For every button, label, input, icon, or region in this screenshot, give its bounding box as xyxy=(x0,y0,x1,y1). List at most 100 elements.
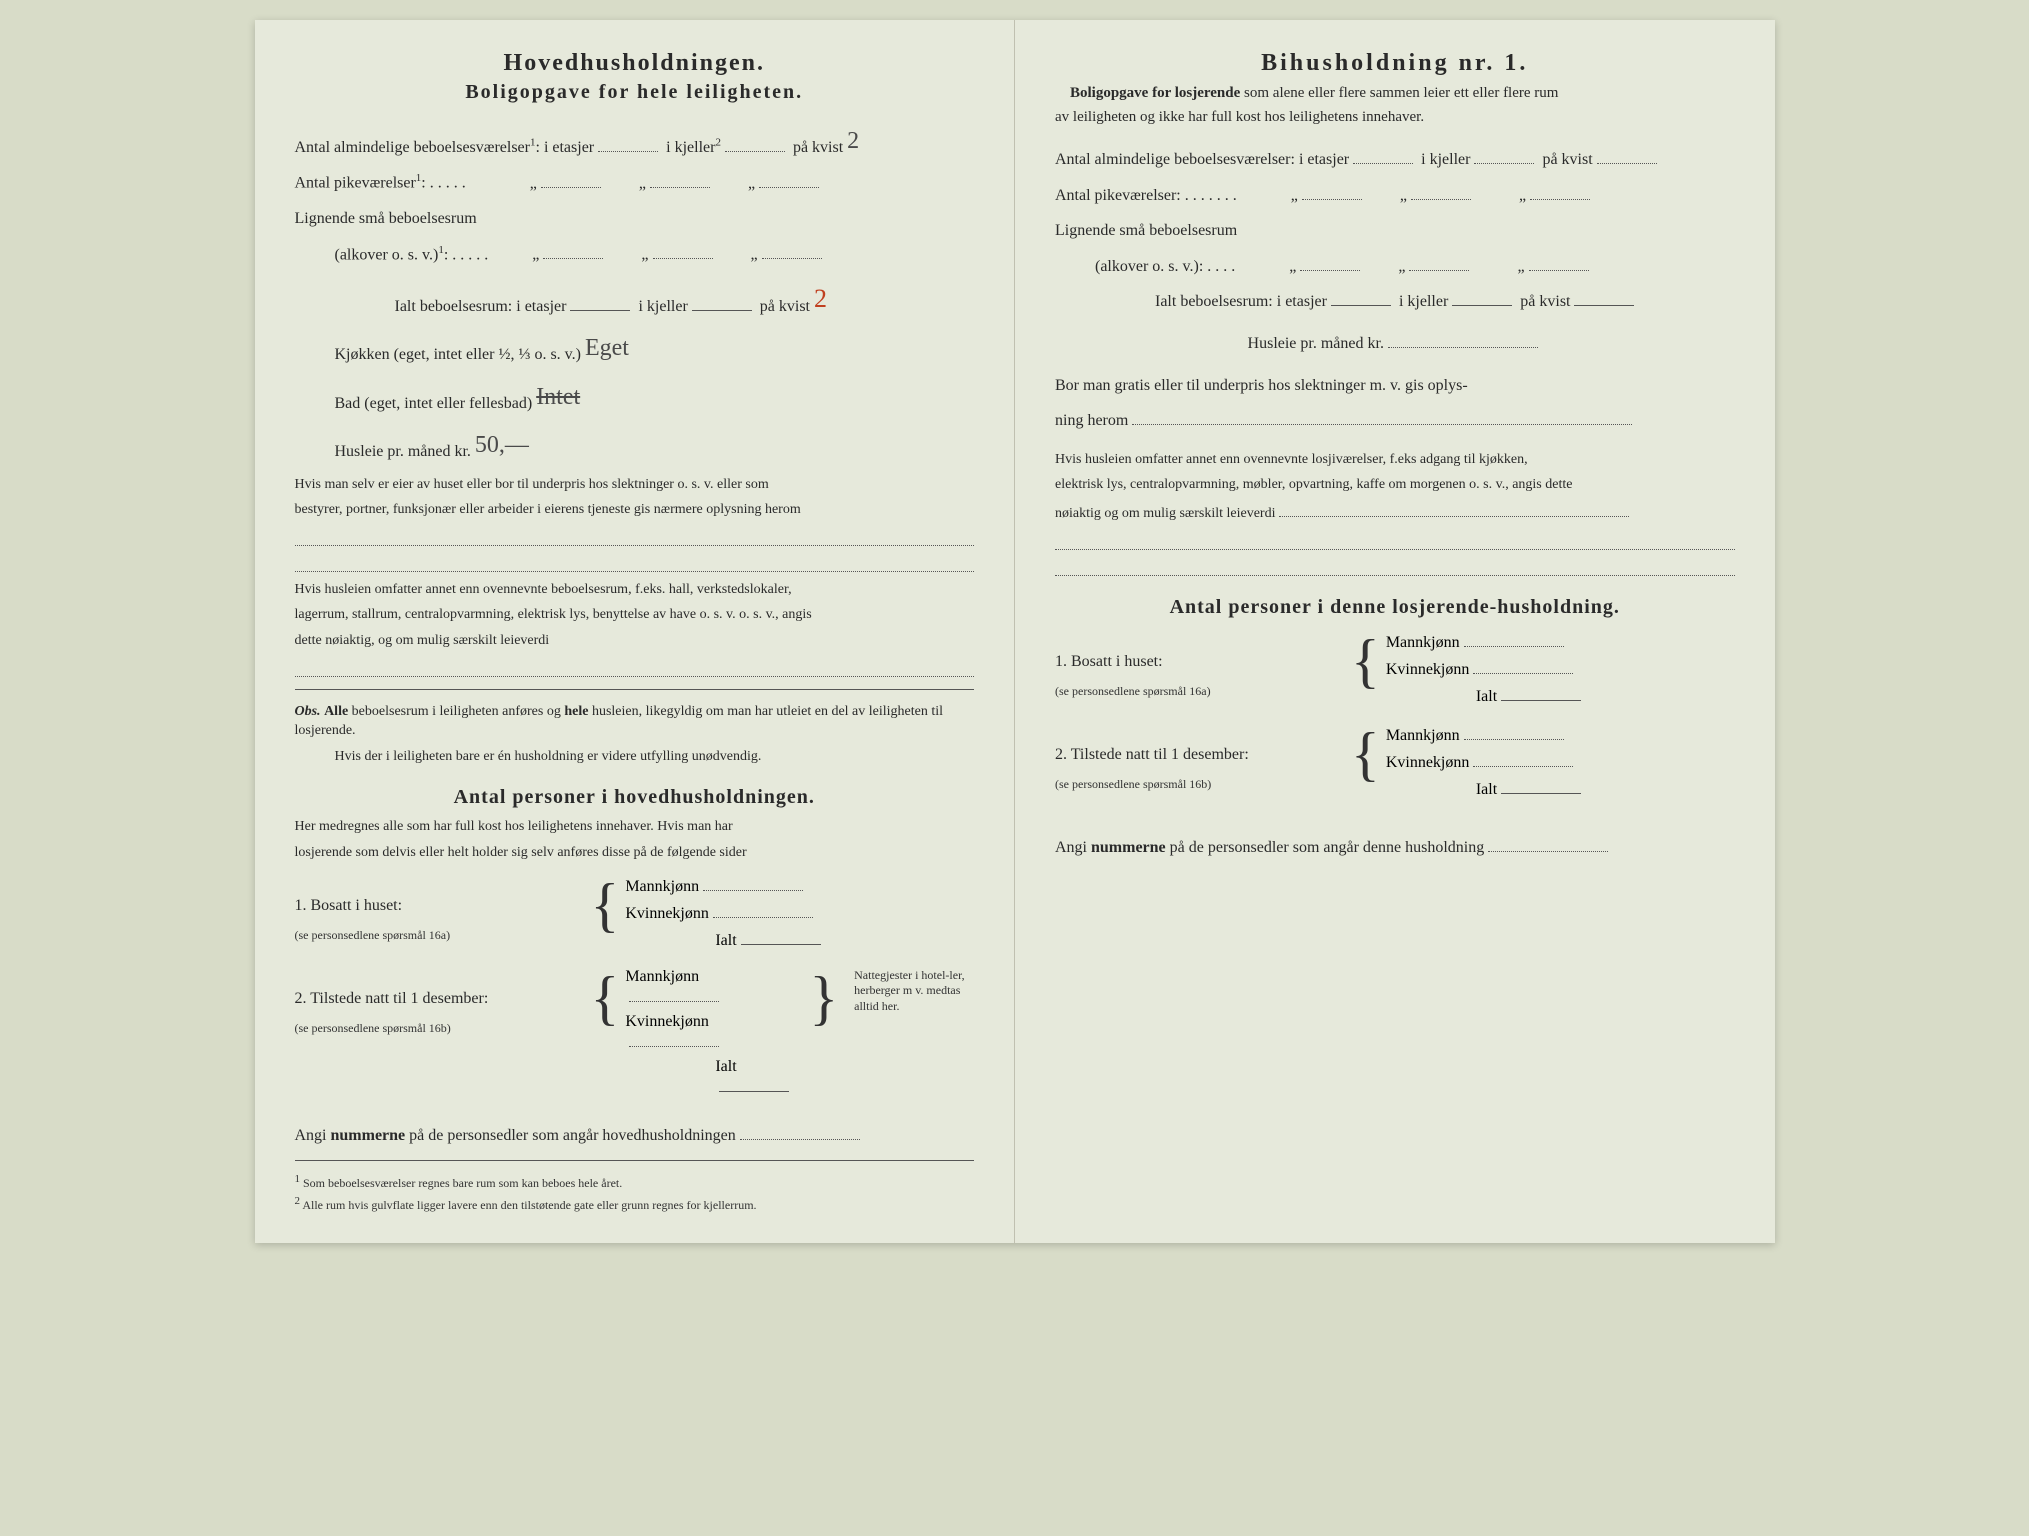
blank xyxy=(1388,332,1538,348)
fn2-text: Alle rum hvis gulvflate ligger lavere en… xyxy=(302,1198,756,1212)
blank xyxy=(598,136,658,152)
r-mann2: Mannkjønn xyxy=(1386,727,1460,744)
r-bor-b: ning herom xyxy=(1055,412,1128,429)
q1-row: 1. Bosatt i huset: (se personsedlene spø… xyxy=(295,875,975,956)
r-q2-row: 2. Tilstede natt til 1 desember: (se per… xyxy=(1055,724,1735,805)
left-subtitle: Boligopgave for hele leiligheten. xyxy=(295,81,975,104)
r-ialt-label: Ialt beboelsesrum: xyxy=(1155,293,1273,310)
nummerne: nummerne xyxy=(331,1127,406,1144)
blank xyxy=(1501,778,1581,794)
r-alkover-label: (alkover o. s. v.): xyxy=(1095,258,1203,275)
blank xyxy=(1331,290,1391,306)
r-angi: Angi xyxy=(1055,839,1087,856)
blank xyxy=(629,1031,719,1047)
persons-intro-b: losjerende som delvis eller helt holder … xyxy=(295,843,975,863)
kjokken-line: Kjøkken (eget, intet eller ½, ⅓ o. s. v.… xyxy=(295,329,975,367)
q1-label: 1. Bosatt i huset: xyxy=(295,893,585,919)
fn2: 2 Alle rum hvis gulvflate ligger lavere … xyxy=(295,1195,975,1213)
r-kjeller: i kjeller xyxy=(1421,151,1470,168)
q2-row: 2. Tilstede natt til 1 desember: (se per… xyxy=(295,968,975,1103)
note2c: dette nøiaktig, og om mulig særskilt lei… xyxy=(295,631,975,651)
r-kjeller2: i kjeller xyxy=(1399,293,1448,310)
lignende-line: Lignende små beboelsesrum xyxy=(295,206,975,232)
r-note-a: Hvis husleien omfatter annet enn ovennev… xyxy=(1055,450,1735,470)
blank xyxy=(1501,685,1581,701)
r-ialt-line: Ialt beboelsesrum: i etasjer i kjeller p… xyxy=(1055,289,1735,315)
persons-title: Antal personer i hovedhusholdningen. xyxy=(295,786,975,809)
brace-icon: } xyxy=(803,968,844,1103)
q2-label: 2. Tilstede natt til 1 desember: xyxy=(295,986,585,1012)
etasjer2: i etasjer xyxy=(516,298,566,315)
r-pike-line: Antal pikeværelser: . . . . . . . „ „ „ xyxy=(1055,183,1735,209)
alkover-line: (alkover o. s. v.)1: . . . . . „ „ „ xyxy=(295,242,975,268)
divider xyxy=(295,1160,975,1161)
ialt-kvist-value: 2 xyxy=(814,278,827,320)
r-husleie-line: Husleie pr. måned kr. xyxy=(1055,331,1735,357)
rooms-line: Antal almindelige beboelsesværelser1: i … xyxy=(295,122,975,160)
kvinne2: Kvinnekjønn xyxy=(625,1013,709,1030)
persons-intro-a: Her medregnes alle som har full kost hos… xyxy=(295,817,975,837)
r-note-b: elektrisk lys, centralopvarmning, møbler… xyxy=(1055,475,1735,495)
etasjer: i etasjer xyxy=(544,139,594,156)
blank xyxy=(1464,724,1564,740)
blank xyxy=(762,243,822,259)
blank xyxy=(725,136,785,152)
blank xyxy=(541,172,601,188)
alkover-label: (alkover o. s. v.) xyxy=(335,246,439,263)
husleie-line: Husleie pr. måned kr. 50,— xyxy=(295,426,975,464)
blank-line xyxy=(295,659,975,677)
blank xyxy=(629,986,719,1002)
r-alkover-line: (alkover o. s. v.): . . . . „ „ „ xyxy=(1055,254,1735,280)
sup1b: 1 xyxy=(416,172,422,184)
r-angi-rest: på de personsedler som angår denne husho… xyxy=(1170,839,1485,856)
r-q2-label: 2. Tilstede natt til 1 desember: xyxy=(1055,742,1345,768)
r-bor-a: Bor man gratis eller til underpris hos s… xyxy=(1055,373,1735,399)
intro-bold: Boligopgave for losjerende xyxy=(1070,85,1240,101)
blank-line xyxy=(295,528,975,546)
blank xyxy=(1574,290,1634,306)
angi: Angi xyxy=(295,1127,327,1144)
r-husleie-label: Husleie pr. måned kr. xyxy=(1248,335,1384,352)
r-nummerne: nummerne xyxy=(1091,839,1166,856)
bad-label: Bad (eget, intet eller fellesbad) xyxy=(335,395,533,412)
blank xyxy=(1411,184,1471,200)
r-rooms-line: Antal almindelige beboelsesværelser: i e… xyxy=(1055,147,1735,173)
pike-label: Antal pikeværelser xyxy=(295,175,416,192)
r-ialt1: Ialt xyxy=(1476,688,1497,705)
blank xyxy=(1488,836,1608,852)
blank xyxy=(653,243,713,259)
blank xyxy=(740,1124,860,1140)
r-q1-label: 1. Bosatt i huset: xyxy=(1055,649,1345,675)
kjeller: i kjeller xyxy=(666,139,715,156)
r-q1-row: 1. Bosatt i huset: (se personsedlene spø… xyxy=(1055,631,1735,712)
note2b: lagerrum, stallrum, centralopvarmning, e… xyxy=(295,605,975,625)
blank xyxy=(1473,658,1573,674)
brace-icon: { xyxy=(585,968,626,1028)
kvist2: på kvist xyxy=(760,298,810,315)
blank xyxy=(1353,148,1413,164)
bad-line: Bad (eget, intet eller fellesbad) Intet xyxy=(295,378,975,416)
left-page: Hovedhusholdningen. Boligopgave for hele… xyxy=(255,20,1016,1243)
blank xyxy=(570,295,630,311)
r-kvist: på kvist xyxy=(1542,151,1592,168)
r-kvist2: på kvist xyxy=(1520,293,1570,310)
note1a: Hvis man selv er eier av huset eller bor… xyxy=(295,475,975,495)
blank xyxy=(1474,148,1534,164)
brace-icon: { xyxy=(1345,631,1386,691)
angi-rest: på de personsedler som angår hovedhushol… xyxy=(409,1127,736,1144)
ialt-line: Ialt beboelsesrum: i etasjer i kjeller p… xyxy=(295,278,975,320)
blank xyxy=(741,929,821,945)
r-q2-sub: (se personsedlene spørsmål 16b) xyxy=(1055,777,1345,792)
blank xyxy=(759,172,819,188)
angi-line: Angi nummerne på de personsedler som ang… xyxy=(295,1123,975,1149)
kjeller2: i kjeller xyxy=(638,298,687,315)
blank-line xyxy=(295,554,975,572)
blank xyxy=(1279,501,1629,517)
r-kvinne1: Kvinnekjønn xyxy=(1386,661,1470,678)
ialt2: Ialt xyxy=(715,1058,736,1075)
left-title: Hovedhusholdningen. xyxy=(295,50,975,77)
r-etasjer2: i etasjer xyxy=(1277,293,1327,310)
blank-line xyxy=(1055,532,1735,550)
blank xyxy=(1464,631,1564,647)
fn1: 1 Som beboelsesværelser regnes bare rum … xyxy=(295,1173,975,1191)
